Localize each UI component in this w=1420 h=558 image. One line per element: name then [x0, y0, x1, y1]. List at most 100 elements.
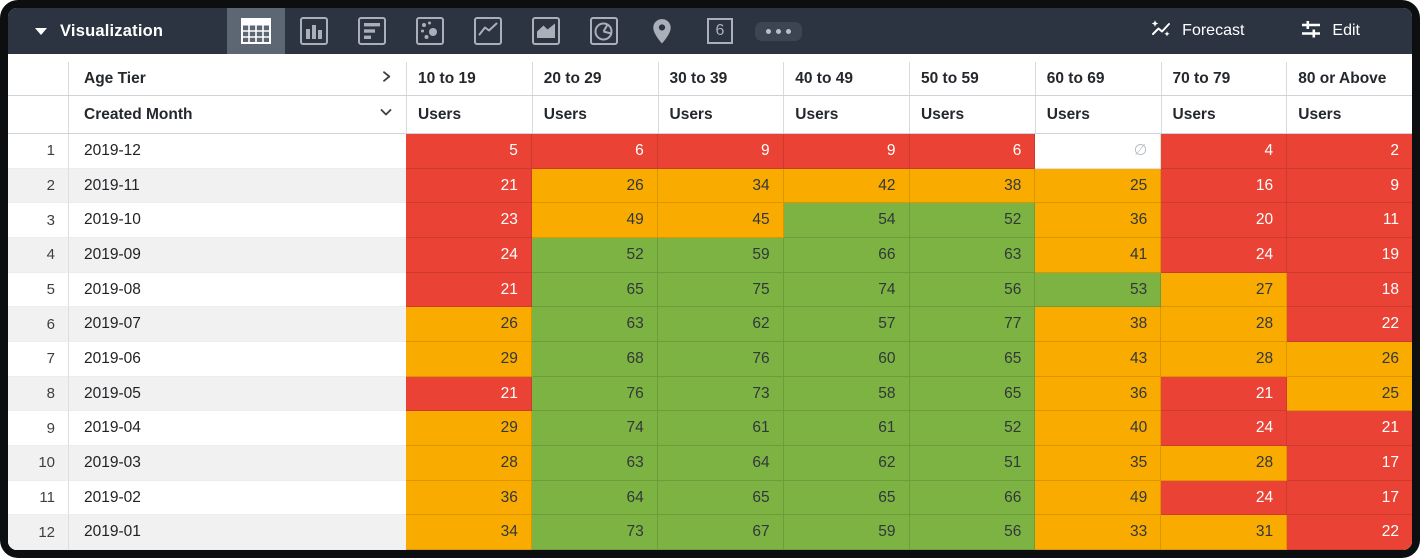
row-field-header[interactable]: Created Month — [68, 96, 406, 133]
value-cell[interactable]: 29 — [406, 342, 532, 377]
value-cell[interactable]: 9 — [657, 134, 784, 169]
pivot-header-20-to-29[interactable]: 20 to 29 — [531, 62, 658, 95]
month-cell[interactable]: 2019-04 — [68, 411, 406, 447]
value-cell[interactable]: 42 — [783, 168, 910, 204]
value-cell[interactable]: 24 — [406, 238, 532, 273]
value-cell[interactable]: 29 — [406, 411, 532, 447]
value-cell[interactable]: 6 — [531, 134, 658, 169]
pivot-header-10-to-19[interactable]: 10 to 19 — [406, 62, 532, 95]
tab-column-chart[interactable] — [285, 8, 343, 54]
value-cell[interactable]: 59 — [657, 238, 784, 273]
value-cell[interactable]: 60 — [783, 342, 910, 377]
month-cell[interactable]: 2019-08 — [68, 272, 406, 308]
value-cell[interactable]: 17 — [1287, 480, 1412, 516]
value-cell[interactable]: 63 — [531, 307, 658, 343]
value-cell[interactable]: 20 — [1161, 203, 1288, 239]
measure-header[interactable]: Users — [406, 96, 532, 133]
value-cell[interactable]: 65 — [531, 272, 658, 308]
value-cell[interactable]: 49 — [1035, 480, 1162, 516]
value-cell[interactable]: 28 — [1161, 446, 1288, 481]
value-cell[interactable]: 4 — [1161, 134, 1288, 169]
pivot-header-70-to-79[interactable]: 70 to 79 — [1160, 62, 1287, 95]
value-cell[interactable]: 64 — [531, 480, 658, 516]
value-cell[interactable]: 61 — [657, 411, 784, 447]
value-cell[interactable]: 73 — [657, 376, 784, 412]
value-cell[interactable]: 73 — [531, 515, 658, 550]
value-cell[interactable]: 66 — [909, 480, 1036, 516]
tab-pie-chart[interactable] — [575, 8, 633, 54]
value-cell-null[interactable]: ∅ — [1035, 134, 1162, 169]
value-cell[interactable]: 6 — [909, 134, 1036, 169]
month-cell[interactable]: 2019-09 — [68, 238, 406, 273]
value-cell[interactable]: 49 — [531, 203, 658, 239]
value-cell[interactable]: 24 — [1161, 238, 1288, 273]
tab-table[interactable] — [227, 8, 285, 54]
value-cell[interactable]: 68 — [531, 342, 658, 377]
month-cell[interactable]: 2019-12 — [68, 134, 406, 169]
tab-area-chart[interactable] — [517, 8, 575, 54]
pivot-header-60-to-69[interactable]: 60 to 69 — [1034, 62, 1161, 95]
value-cell[interactable]: 76 — [657, 342, 784, 377]
value-cell[interactable]: 21 — [406, 376, 532, 412]
value-cell[interactable]: 5 — [406, 134, 532, 169]
value-cell[interactable]: 19 — [1287, 238, 1412, 273]
value-cell[interactable]: 21 — [406, 168, 532, 204]
month-cell[interactable]: 2019-07 — [68, 307, 406, 343]
value-cell[interactable]: 45 — [657, 203, 784, 239]
value-cell[interactable]: 75 — [657, 272, 784, 308]
value-cell[interactable]: 51 — [909, 446, 1036, 481]
month-cell[interactable]: 2019-01 — [68, 515, 406, 550]
value-cell[interactable]: 66 — [783, 238, 910, 273]
measure-header[interactable]: Users — [1286, 96, 1412, 133]
value-cell[interactable]: 27 — [1161, 272, 1288, 308]
value-cell[interactable]: 28 — [406, 446, 532, 481]
value-cell[interactable]: 34 — [406, 515, 532, 550]
month-cell[interactable]: 2019-06 — [68, 342, 406, 377]
value-cell[interactable]: 31 — [1161, 515, 1288, 550]
value-cell[interactable]: 25 — [1035, 168, 1162, 204]
value-cell[interactable]: 21 — [1161, 376, 1288, 412]
value-cell[interactable]: 26 — [406, 307, 532, 343]
value-cell[interactable]: 9 — [783, 134, 910, 169]
value-cell[interactable]: 53 — [1035, 272, 1162, 308]
pivot-header-30-to-39[interactable]: 30 to 39 — [657, 62, 784, 95]
value-cell[interactable]: 35 — [1035, 446, 1162, 481]
chevron-down-icon[interactable] — [379, 105, 393, 124]
value-cell[interactable]: 62 — [657, 307, 784, 343]
value-cell[interactable]: 65 — [657, 480, 784, 516]
value-cell[interactable]: 62 — [783, 446, 910, 481]
value-cell[interactable]: 63 — [531, 446, 658, 481]
value-cell[interactable]: 36 — [1035, 203, 1162, 239]
value-cell[interactable]: 63 — [909, 238, 1036, 273]
value-cell[interactable]: 36 — [406, 480, 532, 516]
value-cell[interactable]: 38 — [909, 168, 1036, 204]
tab-scatter-plot[interactable] — [401, 8, 459, 54]
value-cell[interactable]: 43 — [1035, 342, 1162, 377]
value-cell[interactable]: 17 — [1287, 446, 1412, 481]
value-cell[interactable]: 41 — [1035, 238, 1162, 273]
value-cell[interactable]: 26 — [1287, 342, 1412, 377]
value-cell[interactable]: 2 — [1287, 134, 1412, 169]
tab-more-options[interactable] — [749, 8, 807, 54]
value-cell[interactable]: 52 — [531, 238, 658, 273]
value-cell[interactable]: 24 — [1161, 480, 1288, 516]
edit-button[interactable]: Edit — [1300, 19, 1360, 44]
value-cell[interactable]: 57 — [783, 307, 910, 343]
value-cell[interactable]: 25 — [1287, 376, 1412, 412]
value-cell[interactable]: 9 — [1287, 168, 1412, 204]
value-cell[interactable]: 33 — [1035, 515, 1162, 550]
value-cell[interactable]: 34 — [657, 168, 784, 204]
value-cell[interactable]: 52 — [909, 411, 1036, 447]
measure-header[interactable]: Users — [1160, 96, 1287, 133]
measure-header[interactable]: Users — [1034, 96, 1161, 133]
pivot-header-80-or-above[interactable]: 80 or Above — [1286, 62, 1412, 95]
value-cell[interactable]: 65 — [783, 480, 910, 516]
value-cell[interactable]: 61 — [783, 411, 910, 447]
value-cell[interactable]: 65 — [909, 376, 1036, 412]
value-cell[interactable]: 52 — [909, 203, 1036, 239]
month-cell[interactable]: 2019-02 — [68, 480, 406, 516]
tab-single-value[interactable]: 6 — [691, 8, 749, 54]
value-cell[interactable]: 65 — [909, 342, 1036, 377]
value-cell[interactable]: 18 — [1287, 272, 1412, 308]
measure-header[interactable]: Users — [783, 96, 909, 133]
